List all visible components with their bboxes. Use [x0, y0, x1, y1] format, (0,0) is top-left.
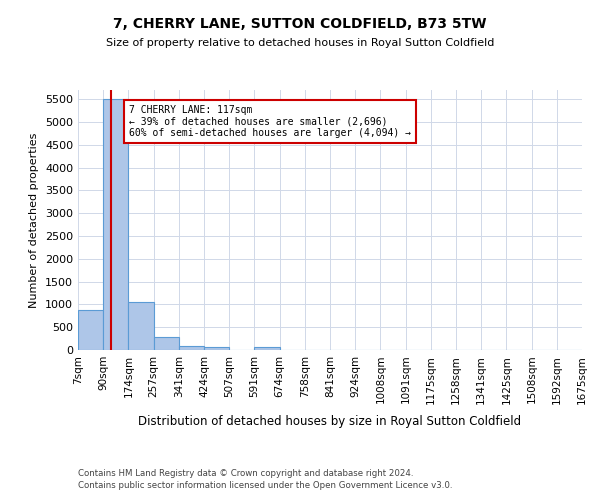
- Bar: [204, 346, 229, 350]
- Text: Contains HM Land Registry data © Crown copyright and database right 2024.: Contains HM Land Registry data © Crown c…: [78, 468, 413, 477]
- Bar: [103, 99, 128, 350]
- Bar: [154, 337, 179, 350]
- Bar: [179, 346, 204, 350]
- Text: 7, CHERRY LANE, SUTTON COLDFIELD, B73 5TW: 7, CHERRY LANE, SUTTON COLDFIELD, B73 5T…: [113, 18, 487, 32]
- Bar: [128, 302, 154, 350]
- Bar: [78, 310, 103, 350]
- Text: Size of property relative to detached houses in Royal Sutton Coldfield: Size of property relative to detached ho…: [106, 38, 494, 48]
- Text: Contains public sector information licensed under the Open Government Licence v3: Contains public sector information licen…: [78, 481, 452, 490]
- Text: 7 CHERRY LANE: 117sqm
← 39% of detached houses are smaller (2,696)
60% of semi-d: 7 CHERRY LANE: 117sqm ← 39% of detached …: [129, 104, 411, 138]
- X-axis label: Distribution of detached houses by size in Royal Sutton Coldfield: Distribution of detached houses by size …: [139, 414, 521, 428]
- Y-axis label: Number of detached properties: Number of detached properties: [29, 132, 40, 308]
- Bar: [254, 348, 280, 350]
